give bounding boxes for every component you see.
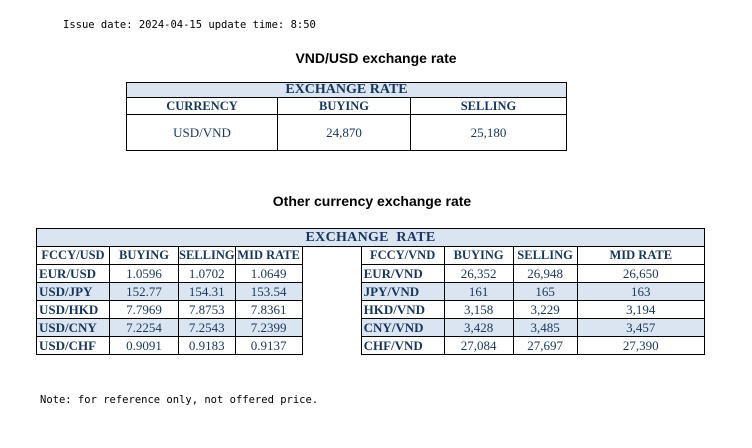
right-buying: 26,352 [443,264,514,283]
left-buying: 0.9091 [109,336,179,355]
right-pair: CHF/VND [360,336,445,355]
table-spacer [301,318,362,337]
right-buying: 3,428 [443,318,514,337]
right-buying: 3,158 [443,300,514,319]
right-selling: 26,948 [512,264,578,283]
left-mid: 7.8361 [234,300,303,319]
other-table-title: EXCHANGE RATE [36,228,705,247]
right-selling: 3,485 [512,318,578,337]
vnd-header-currency: CURRENCY [126,97,278,115]
right-pair: CNY/VND [360,318,445,337]
table-spacer [301,336,362,355]
table-row: USD/JPY 152.77 154.31 153.54 JPY/VND 161… [36,282,706,301]
right-mid: 27,390 [576,336,706,355]
left-header-selling: SELLING [178,246,236,265]
right-buying: 161 [443,282,514,301]
left-selling: 0.9183 [178,336,236,355]
right-header-selling: SELLING [512,246,578,265]
left-header-buying: BUYING [109,246,179,265]
vnd-row-currency: USD/VND [126,114,278,151]
right-mid: 163 [576,282,706,301]
left-mid: 1.0649 [234,264,303,283]
other-rates-table: EXCHANGE RATE FCCY/USD BUYING SELLING MI… [36,228,706,355]
vnd-usd-table: EXCHANGE RATE CURRENCY BUYING SELLING US… [126,82,567,151]
footnote: Note: for reference only, not offered pr… [40,394,319,406]
table-spacer [301,300,362,319]
right-selling: 3,229 [512,300,578,319]
table-row: USD/HKD 7.7969 7.8753 7.8361 HKD/VND 3,1… [36,300,706,319]
right-pair: EUR/VND [360,264,445,283]
right-mid: 3,194 [576,300,706,319]
left-buying: 7.2254 [109,318,179,337]
left-header-pair: FCCY/USD [36,246,110,265]
table-row: EUR/USD 1.0596 1.0702 1.0649 EUR/VND 26,… [36,264,706,283]
table-row: USD/CHF 0.9091 0.9183 0.9137 CHF/VND 27,… [36,336,706,355]
left-pair: USD/HKD [36,300,110,319]
right-selling: 27,697 [512,336,578,355]
left-buying: 152.77 [109,282,179,301]
left-mid: 0.9137 [234,336,303,355]
right-header-mid: MID RATE [576,246,706,265]
other-title: Other currency exchange rate [272,193,472,209]
issue-date-line: Issue date: 2024-04-15 update time: 8:50 [63,19,316,31]
main-title: VND/USD exchange rate [295,50,457,66]
right-pair: JPY/VND [360,282,445,301]
left-selling: 154.31 [178,282,236,301]
left-selling: 1.0702 [178,264,236,283]
vnd-table-title: EXCHANGE RATE [126,82,567,98]
vnd-row-buying: 24,870 [277,114,411,151]
right-selling: 165 [512,282,578,301]
table-spacer [301,246,362,265]
table-spacer [301,282,362,301]
left-selling: 7.8753 [178,300,236,319]
vnd-row-selling: 25,180 [410,114,567,151]
right-header-buying: BUYING [443,246,514,265]
left-buying: 7.7969 [109,300,179,319]
table-row: USD/CNY 7.2254 7.2543 7.2399 CNY/VND 3,4… [36,318,706,337]
right-header-pair: FCCY/VND [360,246,445,265]
left-mid: 153.54 [234,282,303,301]
left-pair: USD/CHF [36,336,110,355]
right-mid: 3,457 [576,318,706,337]
left-selling: 7.2543 [178,318,236,337]
right-buying: 27,084 [443,336,514,355]
left-mid: 7.2399 [234,318,303,337]
left-pair: EUR/USD [36,264,110,283]
right-mid: 26,650 [576,264,706,283]
left-header-mid: MID RATE [234,246,303,265]
vnd-header-selling: SELLING [410,97,567,115]
vnd-header-buying: BUYING [277,97,411,115]
left-pair: USD/JPY [36,282,110,301]
right-pair: HKD/VND [360,300,445,319]
table-spacer [301,264,362,283]
left-pair: USD/CNY [36,318,110,337]
left-buying: 1.0596 [109,264,179,283]
